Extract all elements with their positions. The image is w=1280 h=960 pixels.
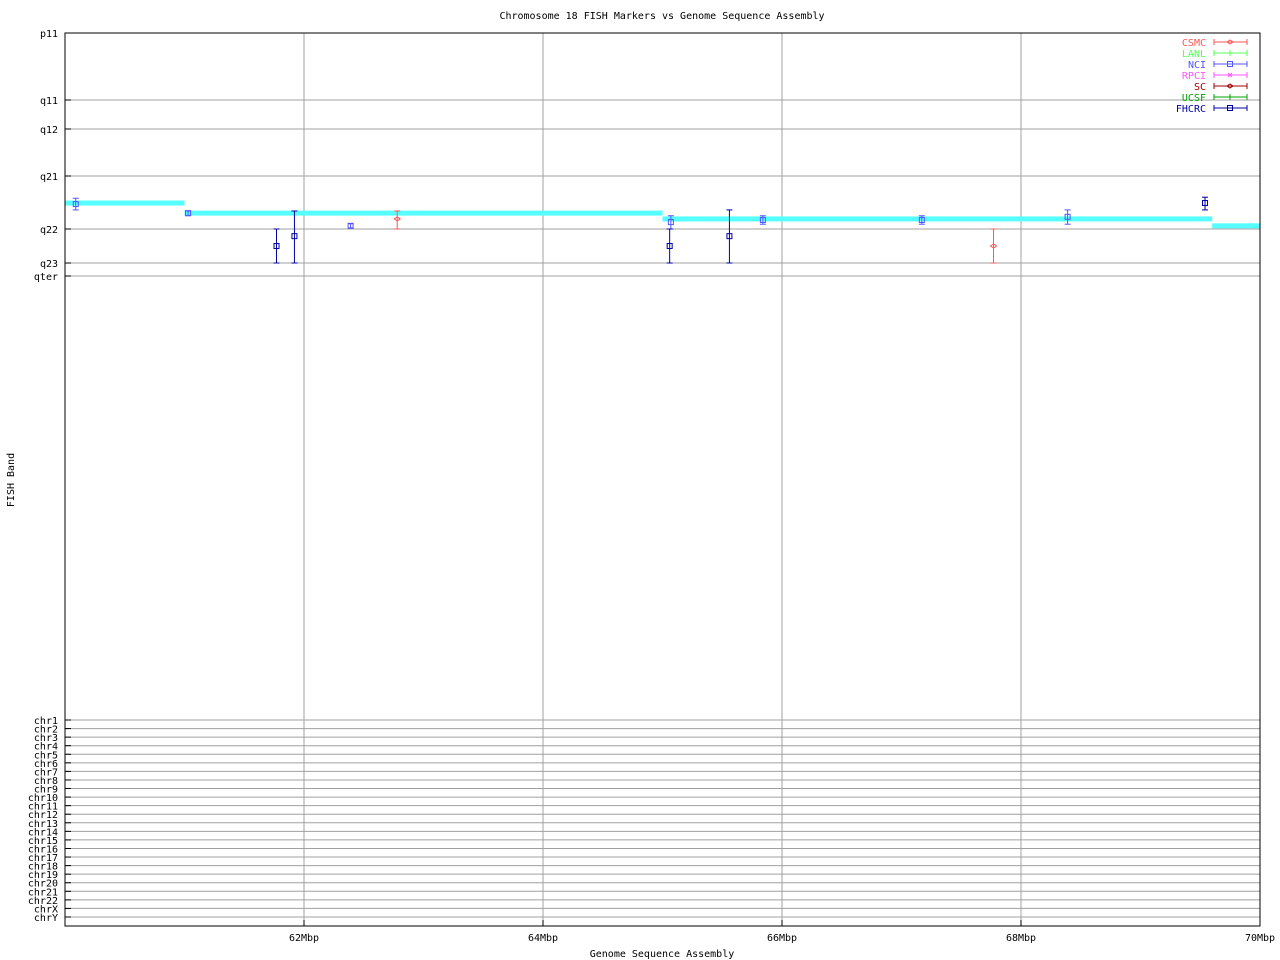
data-point-fhcrc xyxy=(291,210,298,264)
y-chr-label: chr18 xyxy=(28,862,58,873)
y-chr-label: chr21 xyxy=(28,887,58,898)
x-tick-label: 62Mbp xyxy=(289,933,319,944)
y-chr-label: chr19 xyxy=(28,870,58,881)
assembly-segments xyxy=(65,200,1260,229)
y-band-label: p11 xyxy=(40,29,58,40)
square-marker xyxy=(726,233,733,240)
y-chr-label: chr2 xyxy=(34,725,58,736)
y-chr-label: chr17 xyxy=(28,853,58,864)
cross-marker xyxy=(1227,72,1233,78)
y-axis-label: FISH Band xyxy=(6,453,17,507)
x-tick-label: 64Mbp xyxy=(528,933,558,944)
legend-label: UCSF xyxy=(1182,93,1206,104)
y-chr-label: chrX xyxy=(34,904,58,915)
y-chr-label: chr11 xyxy=(28,802,58,813)
chart-title: Chromosome 18 FISH Markers vs Genome Seq… xyxy=(499,11,824,22)
assembly-segment xyxy=(1212,223,1260,229)
y-chr-label: chr14 xyxy=(28,827,58,838)
legend-item-lanl: LANL xyxy=(1182,49,1248,60)
y-chr-label: chr22 xyxy=(28,896,58,907)
assembly-segment xyxy=(662,216,1213,222)
y-chr-label: chr15 xyxy=(28,836,58,847)
y-chr-label: chr6 xyxy=(34,759,58,770)
legend-item-csmc: CSMC xyxy=(1182,38,1248,49)
legend-label: CSMC xyxy=(1182,38,1206,49)
square-marker xyxy=(759,216,766,223)
y-chr-label: chr8 xyxy=(34,776,58,787)
legend-item-fhcrc: FHCRC xyxy=(1176,104,1248,115)
legend-label: SC xyxy=(1194,82,1206,93)
legend-item-ucsf: UCSF xyxy=(1182,93,1248,104)
legend-item-nci: NCI xyxy=(1188,60,1248,71)
y-chr-label: chr5 xyxy=(34,750,58,761)
data-point-fhcrc xyxy=(273,228,280,264)
data-point-nci xyxy=(347,222,354,229)
x-tick-label: 66Mbp xyxy=(767,933,797,944)
y-chr-label: chr12 xyxy=(28,810,58,821)
y-chr-label: chr3 xyxy=(34,733,58,744)
square-marker xyxy=(1202,200,1209,207)
y-band-label: q23 xyxy=(40,259,58,270)
axis-ticks: 62Mbp 64Mbp 66Mbp 68Mbp 70Mbp p11 q11 q12 q21 q22… xyxy=(28,29,1275,944)
legend-item-sc: SC xyxy=(1194,82,1248,93)
data-point-nci xyxy=(72,197,79,211)
data-point-nci xyxy=(1064,209,1071,225)
square-marker xyxy=(273,243,280,249)
square-marker xyxy=(1227,61,1233,67)
square-marker xyxy=(347,222,354,229)
square-marker xyxy=(1064,213,1071,220)
diamond-marker xyxy=(393,216,402,222)
data-point-csmc xyxy=(393,210,402,230)
y-chr-label: chr10 xyxy=(28,793,58,804)
data-points xyxy=(72,196,1209,264)
assembly-segment xyxy=(65,200,185,206)
square-marker xyxy=(918,216,925,223)
y-chr-label: chr9 xyxy=(34,785,58,796)
y-chr-label: chr7 xyxy=(34,767,58,778)
y-chr-label: chrY xyxy=(34,913,58,924)
data-point-nci xyxy=(185,210,192,217)
legend-label: NCI xyxy=(1188,60,1206,71)
plot-frame xyxy=(64,32,1261,927)
y-chr-label: chr1 xyxy=(34,716,58,727)
data-point-csmc xyxy=(989,228,998,264)
square-marker xyxy=(291,233,298,240)
data-point-nci xyxy=(759,215,766,225)
y-chr-label: chr4 xyxy=(34,742,58,753)
legend-label: LANL xyxy=(1182,49,1206,60)
diamond-marker xyxy=(989,243,998,249)
x-tick-label: 68Mbp xyxy=(1006,933,1036,944)
legend-item-rpci: RPCI xyxy=(1182,71,1248,82)
legend-label: FHCRC xyxy=(1176,104,1206,115)
y-band-label: q22 xyxy=(40,225,58,236)
assembly-segment xyxy=(184,210,663,216)
y-band-label: q12 xyxy=(40,125,58,136)
diamond-marker xyxy=(1226,39,1234,45)
data-point-fhcrc xyxy=(666,228,673,264)
y-band-label: q21 xyxy=(40,172,58,183)
data-point-nci xyxy=(918,215,925,225)
y-band-label: q11 xyxy=(40,96,58,107)
y-chr-label: chr16 xyxy=(28,844,58,855)
square-marker xyxy=(185,210,192,217)
data-point-fhcrc xyxy=(726,209,733,264)
square-marker xyxy=(666,243,673,249)
square-marker xyxy=(667,219,674,226)
grid xyxy=(65,32,1261,926)
x-axis-label: Genome Sequence Assembly xyxy=(590,949,735,960)
legend-label: RPCI xyxy=(1182,71,1206,82)
y-chr-label: chr20 xyxy=(28,879,58,890)
y-chr-label: chr13 xyxy=(28,819,58,830)
square-marker xyxy=(72,201,79,208)
x-tick-label: 70Mbp xyxy=(1245,933,1275,944)
square-marker xyxy=(1227,105,1233,111)
data-point-fhcrc xyxy=(1202,196,1209,211)
diamond-marker xyxy=(1226,83,1234,89)
y-band-label: qter xyxy=(34,272,58,283)
